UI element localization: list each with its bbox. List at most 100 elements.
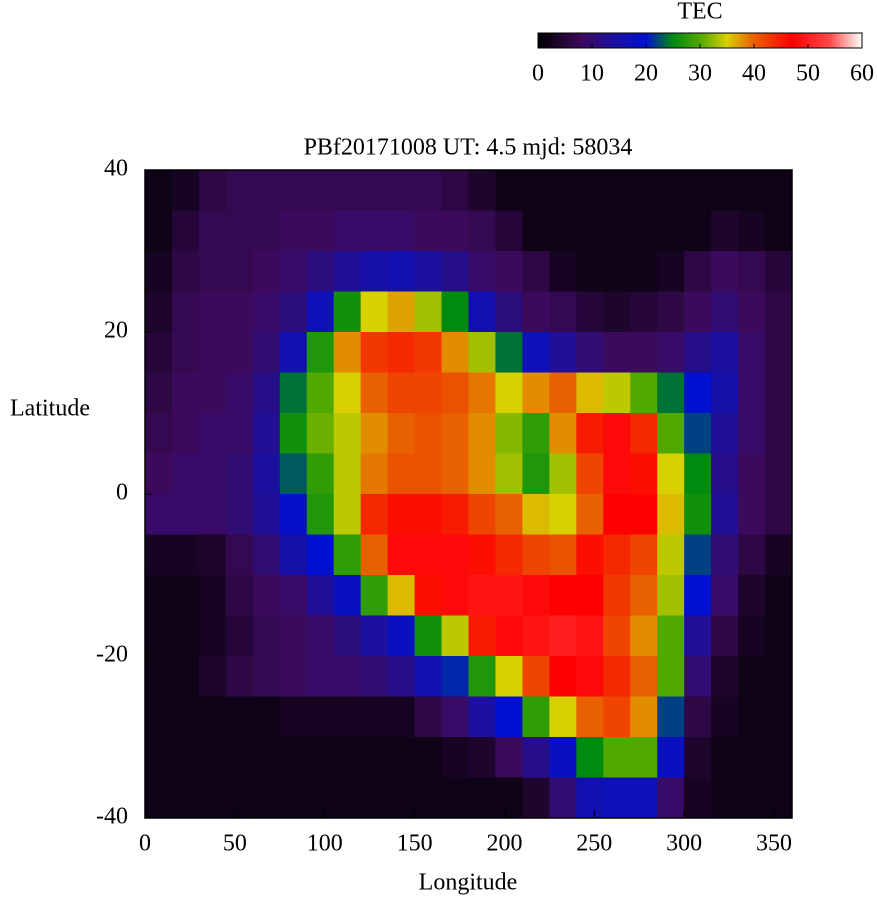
heatmap-cell bbox=[603, 696, 631, 738]
heatmap-cell bbox=[576, 696, 604, 738]
heatmap-cell bbox=[765, 170, 793, 211]
heatmap-cell bbox=[684, 656, 712, 697]
heatmap-cell bbox=[495, 494, 523, 535]
heatmap-cell bbox=[279, 210, 308, 252]
heatmap-cell bbox=[549, 777, 577, 819]
heatmap-cell bbox=[711, 170, 739, 211]
heatmap-cell bbox=[441, 615, 469, 657]
heatmap-cell bbox=[576, 372, 604, 414]
heatmap-cell bbox=[306, 615, 335, 657]
heatmap-cell bbox=[711, 372, 739, 414]
heatmap-cell bbox=[738, 575, 766, 616]
heatmap-cell bbox=[333, 372, 362, 414]
heatmap-cell bbox=[441, 737, 469, 778]
heatmap-cell bbox=[360, 534, 389, 576]
heatmap-cell bbox=[198, 534, 227, 576]
heatmap-cell bbox=[360, 332, 389, 373]
heatmap-cell bbox=[145, 372, 173, 414]
heatmap-cell bbox=[252, 696, 281, 738]
heatmap-cell bbox=[306, 251, 335, 292]
heatmap-cell bbox=[684, 170, 712, 211]
heatmap-cell bbox=[252, 534, 281, 576]
heatmap-cell bbox=[387, 413, 416, 454]
heatmap-cell bbox=[333, 210, 362, 252]
heatmap-cell bbox=[279, 696, 308, 738]
heatmap-cell bbox=[684, 332, 712, 373]
heatmap-cell bbox=[684, 210, 712, 252]
heatmap-cell bbox=[306, 696, 335, 738]
heatmap-cell bbox=[549, 615, 577, 657]
y-tick-label: -20 bbox=[96, 642, 128, 668]
heatmap-cell bbox=[630, 575, 658, 616]
heatmap-cell bbox=[576, 494, 604, 535]
heatmap-cell bbox=[711, 332, 739, 373]
heatmap-cell bbox=[738, 372, 766, 414]
heatmap-cell bbox=[522, 332, 550, 373]
heatmap-cell bbox=[306, 170, 335, 211]
heatmap-cell bbox=[360, 656, 389, 697]
heatmap-cell bbox=[279, 534, 308, 576]
heatmap-cell bbox=[252, 656, 281, 697]
heatmap-cell bbox=[387, 251, 416, 292]
heatmap-cell bbox=[414, 696, 443, 738]
heatmap-cell bbox=[738, 453, 766, 495]
y-tick-label: 0 bbox=[116, 480, 128, 506]
heatmap-cell bbox=[603, 534, 631, 576]
colorbar-tick-label: 50 bbox=[796, 61, 820, 87]
heatmap-cell bbox=[495, 210, 523, 252]
heatmap-cell bbox=[441, 332, 469, 373]
y-tick-label: 40 bbox=[104, 156, 128, 182]
heatmap-cell bbox=[171, 494, 200, 535]
heatmap-cell bbox=[765, 453, 793, 495]
heatmap-cell bbox=[252, 372, 281, 414]
heatmap-cell bbox=[252, 777, 281, 819]
heatmap-cell bbox=[576, 413, 604, 454]
heatmap-cell bbox=[684, 575, 712, 616]
heatmap-cell bbox=[684, 453, 712, 495]
colorbar-tick-label: 20 bbox=[634, 61, 658, 87]
heatmap-cell bbox=[711, 737, 739, 778]
heatmap-cell bbox=[145, 494, 173, 535]
heatmap-cell bbox=[522, 170, 550, 211]
heatmap-cell bbox=[468, 534, 496, 576]
colorbar-tick-label: 30 bbox=[688, 61, 712, 87]
heatmap-cell bbox=[603, 291, 631, 333]
heatmap-cell bbox=[765, 332, 793, 373]
heatmap-cell bbox=[738, 534, 766, 576]
heatmap-cell bbox=[252, 291, 281, 333]
heatmap-cell bbox=[684, 534, 712, 576]
heatmap-cell bbox=[279, 737, 308, 778]
heatmap-cell bbox=[414, 413, 443, 454]
heatmap-cell bbox=[630, 534, 658, 576]
colorbar-tick-label: 10 bbox=[580, 61, 604, 87]
heatmap-cell bbox=[522, 372, 550, 414]
heatmap-cell bbox=[225, 656, 254, 697]
heatmap-cell bbox=[333, 737, 362, 778]
heatmap-cell bbox=[549, 575, 577, 616]
colorbar-tick-label: 0 bbox=[532, 61, 544, 87]
heatmap-cell bbox=[279, 453, 308, 495]
heatmap-cell bbox=[441, 251, 469, 292]
heatmap-cell bbox=[603, 251, 631, 292]
heatmap-cell bbox=[225, 696, 254, 738]
heatmap-cell bbox=[576, 737, 604, 778]
heatmap-cell bbox=[657, 210, 685, 252]
heatmap-cell bbox=[657, 494, 685, 535]
heatmap-cell bbox=[549, 291, 577, 333]
x-axis-label: Longitude bbox=[419, 870, 518, 896]
heatmap-cell bbox=[333, 494, 362, 535]
heatmap-cell bbox=[495, 372, 523, 414]
heatmap-cell bbox=[198, 656, 227, 697]
heatmap-cell bbox=[738, 696, 766, 738]
heatmap-cell bbox=[333, 291, 362, 333]
heatmap-cell bbox=[306, 210, 335, 252]
heatmap-cell bbox=[145, 453, 173, 495]
heatmap-cell bbox=[468, 494, 496, 535]
heatmap-cell bbox=[657, 332, 685, 373]
heatmap-cell bbox=[252, 615, 281, 657]
heatmap-cell bbox=[414, 210, 443, 252]
heatmap-cell bbox=[738, 210, 766, 252]
heatmap-cell bbox=[441, 170, 469, 211]
heatmap-cell bbox=[549, 332, 577, 373]
